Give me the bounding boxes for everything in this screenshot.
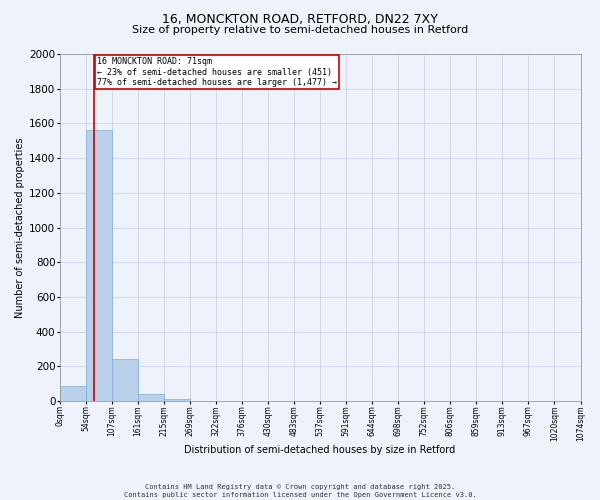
Bar: [138, 394, 164, 401]
Text: 16 MONCKTON ROAD: 71sqm
← 23% of semi-detached houses are smaller (451)
77% of s: 16 MONCKTON ROAD: 71sqm ← 23% of semi-de…: [97, 58, 337, 88]
Bar: [164, 399, 190, 401]
Text: 16, MONCKTON ROAD, RETFORD, DN22 7XY: 16, MONCKTON ROAD, RETFORD, DN22 7XY: [162, 12, 438, 26]
Bar: [112, 360, 138, 401]
Y-axis label: Number of semi-detached properties: Number of semi-detached properties: [15, 138, 25, 318]
Text: Size of property relative to semi-detached houses in Retford: Size of property relative to semi-detach…: [132, 25, 468, 35]
Bar: [59, 386, 86, 401]
X-axis label: Distribution of semi-detached houses by size in Retford: Distribution of semi-detached houses by …: [184, 445, 455, 455]
Text: Contains HM Land Registry data © Crown copyright and database right 2025.
Contai: Contains HM Land Registry data © Crown c…: [124, 484, 476, 498]
Bar: [86, 130, 112, 401]
